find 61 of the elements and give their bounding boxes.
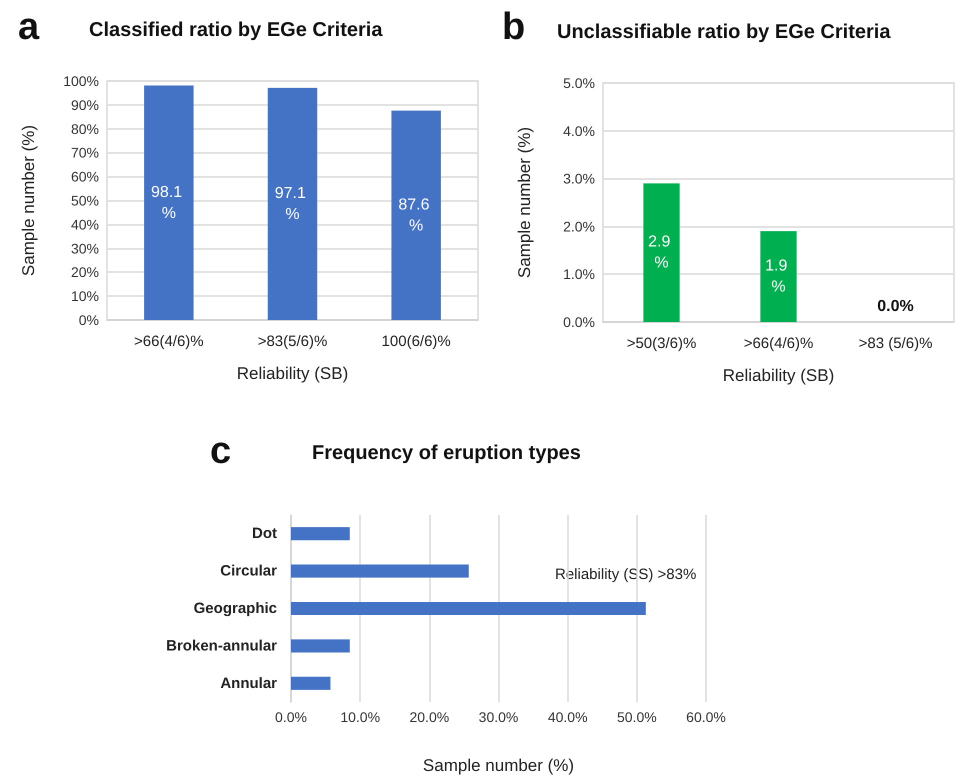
y-tick-label: 0.0% <box>563 314 595 330</box>
x-tick-label: 40.0% <box>548 709 588 725</box>
chart-title: Classified ratio by EGe Criteria <box>89 19 384 41</box>
data-label: 97.1 % <box>274 184 310 223</box>
y-tick-label: 100% <box>63 73 99 89</box>
y-tick-label: 40% <box>70 216 99 232</box>
y-tick-label: 90% <box>70 96 99 113</box>
y-tick-label: Broken-annular <box>166 637 278 654</box>
y-tick-label: 4.0% <box>563 122 595 139</box>
y-tick-label: 5.0% <box>563 75 595 91</box>
data-label: 98.1 % <box>151 184 187 222</box>
bar <box>291 564 469 578</box>
x-tick-label: 0.0% <box>275 709 307 725</box>
bar <box>144 86 194 320</box>
bar <box>291 602 646 616</box>
annotation: Reliability (SS) >83% <box>555 566 696 583</box>
y-tick-label: 10% <box>70 288 99 304</box>
y-tick-label: 20% <box>70 264 99 280</box>
x-axis-title: Reliability (SB) <box>722 366 834 385</box>
y-tick-label: Geographic <box>194 600 277 617</box>
x-tick-label: 100(6/6)% <box>382 333 451 350</box>
bar <box>268 88 318 320</box>
y-tick-label: 0% <box>78 312 99 328</box>
x-axis-title: Reliability (SB) <box>236 364 348 383</box>
bar <box>291 639 350 652</box>
y-tick-label: 1.0% <box>563 266 595 282</box>
y-tick-label: 80% <box>70 120 99 137</box>
y-tick-label: Circular <box>220 562 278 580</box>
y-tick-label: 60% <box>70 168 99 185</box>
y-tick-label: 30% <box>70 240 99 256</box>
text: a <box>18 6 40 48</box>
text: c <box>210 430 232 472</box>
data-label: 87.6 % <box>398 196 434 234</box>
y-axis-title: Sample number (%) <box>19 124 38 276</box>
y-tick-label: 2.0% <box>563 218 595 234</box>
data-label: 0.0% <box>877 298 914 315</box>
x-tick-label: 50.0% <box>616 709 657 725</box>
bar <box>291 527 350 540</box>
y-tick-label: Annular <box>220 674 278 692</box>
x-tick-label: 60.0% <box>686 709 726 725</box>
x-tick-label: >66(4/6)% <box>134 333 204 350</box>
bar <box>291 676 330 690</box>
y-axis-title: Sample number (%) <box>515 126 534 278</box>
chart-title: Frequency of eruption types <box>312 442 581 464</box>
bar <box>391 110 441 320</box>
data-label: 2.9 % <box>648 234 675 272</box>
x-tick-label: >66(4/6)% <box>744 335 814 352</box>
y-tick-label: 50% <box>70 192 99 208</box>
chart-title: Unclassifiable ratio by EGe Criteria <box>557 21 892 43</box>
x-tick-label: 20.0% <box>409 709 450 725</box>
x-axis-title: Sample number (%) <box>422 756 574 775</box>
x-tick-label: 10.0% <box>340 709 380 725</box>
data-label: 1.9 % <box>765 258 792 296</box>
x-tick-label: >83(5/6)% <box>258 333 328 350</box>
x-tick-label: >50(3/6)% <box>626 335 696 352</box>
x-tick-label: >83 (5/6)% <box>858 335 932 352</box>
y-tick-label: Dot <box>252 525 277 542</box>
text: b <box>502 6 526 48</box>
x-tick-label: 30.0% <box>478 709 518 725</box>
y-tick-label: 70% <box>70 144 99 161</box>
y-tick-label: 3.0% <box>563 170 595 187</box>
